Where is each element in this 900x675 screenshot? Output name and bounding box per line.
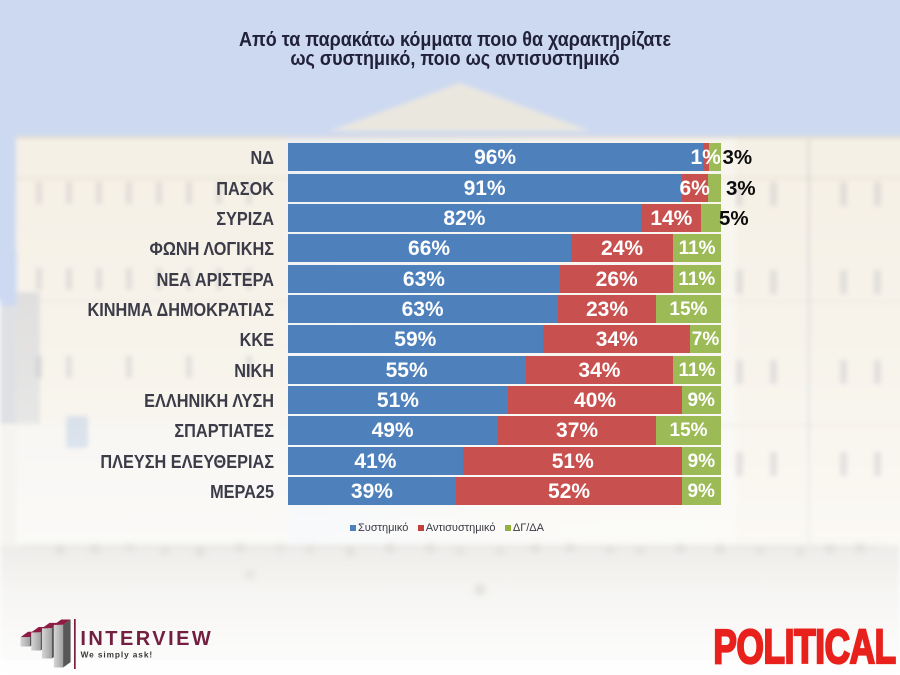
svg-text:INTERVIEW: INTERVIEW [80, 628, 213, 650]
svg-text:We simply ask!: We simply ask! [81, 650, 153, 660]
